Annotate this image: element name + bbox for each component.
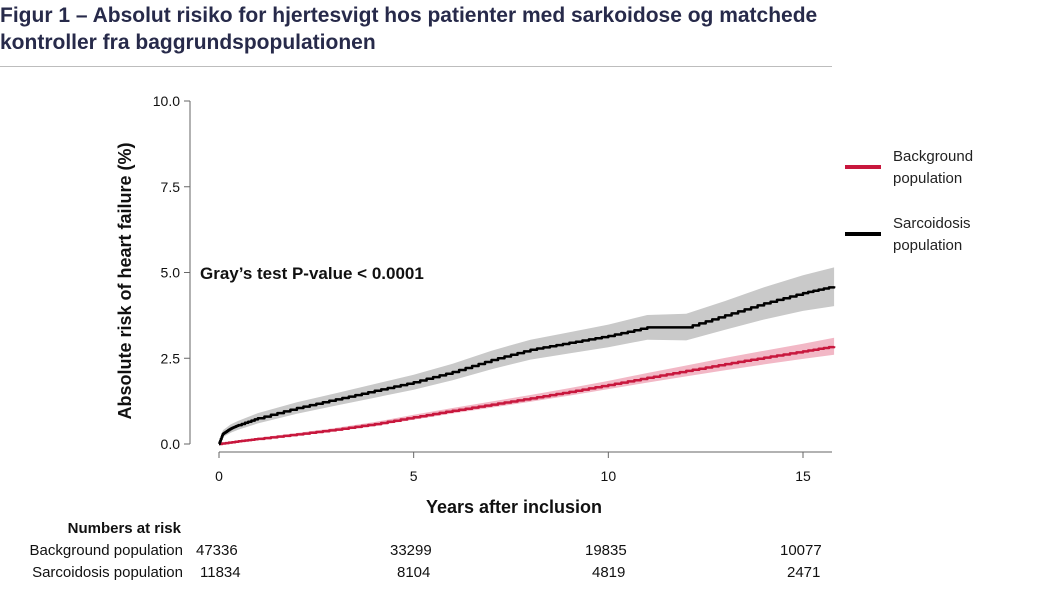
legend-swatch-background — [845, 165, 881, 169]
legend-label-background: Background population — [893, 148, 974, 187]
y-tick-label-2: 5.0 — [161, 265, 181, 281]
x-tick-label-2: 10 — [601, 468, 617, 484]
y-tick-label-3: 7.5 — [161, 179, 181, 195]
risk-value-sarcoidosis-5: 8104 — [397, 564, 431, 581]
risk-value-sarcoidosis-0: 11834 — [200, 564, 241, 581]
risk-value-background-0: 47336 — [196, 542, 238, 559]
risk-value-background-10: 19835 — [585, 542, 627, 559]
x-axis-title: Years after inclusion — [426, 497, 602, 517]
y-tick-label-1: 2.5 — [161, 350, 181, 366]
legend-label-sarcoidosis: Sarcoidosis population — [893, 215, 971, 254]
x-tick-label-3: 15 — [795, 468, 811, 484]
ci-band-sarcoidosis — [219, 267, 835, 444]
risk-value-sarcoidosis-10: 4819 — [592, 564, 626, 581]
risk-table-heading: Numbers at risk — [67, 520, 181, 537]
risk-value-background-15: 10077 — [780, 542, 822, 559]
pvalue-annotation: Gray’s test P-value < 0.0001 — [200, 264, 424, 283]
x-tick-label-1: 5 — [410, 468, 418, 484]
legend-swatch-sarcoidosis — [845, 232, 881, 236]
y-tick-label-0: 0.0 — [161, 436, 181, 452]
y-axis-title: Absolute risk of heart failure (%) — [115, 142, 135, 419]
series-line-background — [219, 345, 836, 446]
risk-row-label-background: Background population — [29, 542, 183, 559]
risk-value-background-5: 33299 — [390, 542, 432, 559]
series-line-sarcoidosis — [218, 286, 836, 446]
figure-title: Figur 1 – Absolut risiko for hjertesvigt… — [0, 4, 818, 54]
x-tick-label-0: 0 — [215, 468, 223, 484]
title-divider — [0, 66, 832, 67]
y-tick-label-4: 10.0 — [153, 93, 180, 109]
risk-row-label-sarcoidosis: Sarcoidosis population — [32, 564, 183, 581]
risk-value-sarcoidosis-15: 2471 — [787, 564, 821, 581]
